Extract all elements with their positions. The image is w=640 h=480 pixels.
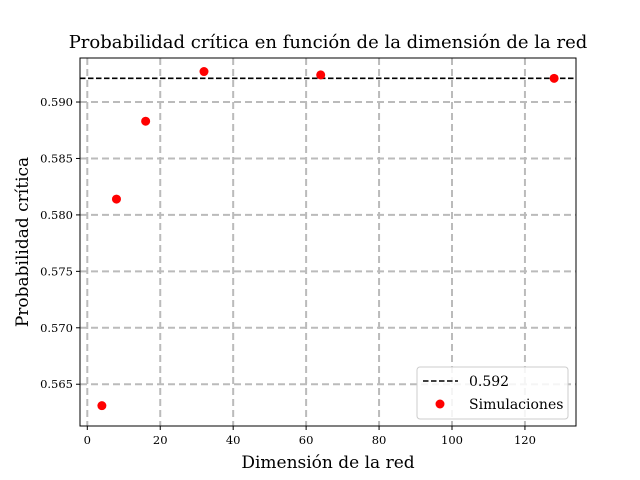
y-tick-label: 0.585 — [40, 151, 73, 165]
plot-frame — [79, 57, 577, 427]
chart-title: Probabilidad crítica en función de la di… — [69, 32, 588, 53]
data-points — [97, 67, 559, 411]
x-tick-label: 0 — [84, 433, 91, 447]
x-tick-label: 60 — [299, 433, 314, 447]
y-tick-label: 0.590 — [40, 95, 73, 109]
x-axis-label: Dimensión de la red — [241, 453, 414, 473]
y-axis-ticks: 0.565 0.570 0.575 0.580 0.585 0.590 — [40, 95, 80, 391]
y-tick-label: 0.565 — [40, 377, 73, 391]
x-axis-ticks: 0 20 40 60 80 100 120 — [84, 426, 536, 447]
x-tick-label: 80 — [372, 433, 387, 447]
legend-ref-line-label: 0.592 — [469, 374, 509, 390]
legend-series-label: Simulaciones — [469, 397, 563, 413]
y-tick-label: 0.580 — [40, 208, 73, 222]
data-point — [549, 73, 559, 83]
legend: 0.592 Simulaciones — [416, 366, 569, 420]
y-axis-label: Probabilidad crítica — [13, 157, 33, 327]
x-tick-label: 20 — [153, 433, 168, 447]
x-tick-label: 40 — [226, 433, 241, 447]
data-point — [111, 194, 121, 204]
legend-series-marker — [435, 399, 445, 409]
grid — [80, 58, 576, 426]
x-tick-label: 120 — [514, 433, 536, 447]
data-point — [316, 70, 326, 80]
x-tick-label: 100 — [441, 433, 463, 447]
legend-box — [416, 366, 569, 420]
data-point — [199, 67, 209, 77]
y-tick-label: 0.570 — [40, 321, 73, 335]
y-tick-label: 0.575 — [40, 264, 73, 278]
data-point — [141, 116, 151, 126]
data-point — [97, 401, 107, 411]
